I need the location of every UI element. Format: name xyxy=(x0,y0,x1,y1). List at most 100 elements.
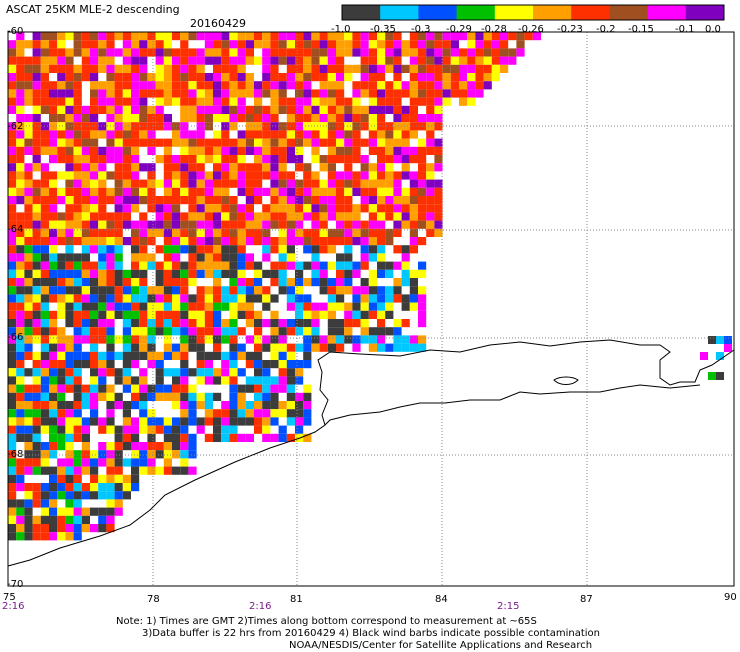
data-cell xyxy=(262,368,271,377)
data-cell xyxy=(40,294,49,303)
data-cell xyxy=(360,114,369,123)
data-cell xyxy=(122,138,131,147)
data-cell xyxy=(65,196,74,205)
data-cell xyxy=(65,245,74,254)
data-cell xyxy=(229,392,238,401)
data-cell xyxy=(73,351,82,360)
data-cell xyxy=(32,122,41,131)
data-cell xyxy=(40,278,49,287)
data-cell xyxy=(163,319,172,328)
data-cell xyxy=(172,220,181,229)
data-cell xyxy=(8,237,17,246)
data-cell xyxy=(286,286,295,295)
data-cell xyxy=(139,245,148,254)
data-cell xyxy=(196,237,205,246)
data-cell xyxy=(475,81,484,90)
data-cell xyxy=(716,336,724,344)
data-cell xyxy=(196,286,205,295)
data-cell xyxy=(295,327,304,336)
data-cell xyxy=(270,392,279,401)
data-cell xyxy=(131,220,140,229)
data-cell xyxy=(385,204,394,213)
data-cell xyxy=(81,327,90,336)
data-cell xyxy=(295,228,304,237)
data-cell xyxy=(254,138,263,147)
data-cell xyxy=(278,81,287,90)
data-cell xyxy=(114,483,123,492)
data-cell xyxy=(57,507,66,516)
data-cell xyxy=(90,466,99,475)
data-cell xyxy=(303,187,312,196)
data-cell xyxy=(245,319,254,328)
data-cell xyxy=(90,179,99,188)
data-cell xyxy=(57,409,66,418)
data-cell xyxy=(180,114,189,123)
data-cell xyxy=(295,343,304,352)
data-cell xyxy=(204,417,213,426)
data-cell xyxy=(73,401,82,410)
data-cell xyxy=(122,171,131,180)
data-cell xyxy=(254,187,263,196)
data-cell xyxy=(8,56,17,65)
data-cell xyxy=(65,499,74,508)
data-cell xyxy=(500,32,509,41)
data-cell xyxy=(16,483,25,492)
data-cell xyxy=(65,302,74,311)
data-cell xyxy=(73,376,82,385)
data-cell xyxy=(352,114,361,123)
data-cell xyxy=(131,360,140,369)
data-cell xyxy=(368,64,377,73)
data-cell xyxy=(262,302,271,311)
data-cell xyxy=(49,138,58,147)
data-cell xyxy=(40,89,49,98)
data-cell xyxy=(229,56,238,65)
data-cell xyxy=(106,97,115,106)
data-cell xyxy=(368,286,377,295)
data-cell xyxy=(40,269,49,278)
data-cell xyxy=(73,237,82,246)
data-cell xyxy=(434,122,443,131)
data-cell xyxy=(418,212,427,221)
data-cell xyxy=(229,269,238,278)
data-cell xyxy=(155,376,164,385)
data-cell xyxy=(188,245,197,254)
data-cell xyxy=(245,171,254,180)
data-cell xyxy=(65,48,74,57)
data-cell xyxy=(57,114,66,123)
data-cell xyxy=(57,40,66,49)
data-cell xyxy=(106,187,115,196)
data-cell xyxy=(180,237,189,246)
data-cell xyxy=(303,417,312,426)
data-cell xyxy=(90,81,99,90)
data-cell xyxy=(336,343,345,352)
data-cell xyxy=(426,122,435,131)
plot-frame xyxy=(7,31,735,587)
data-cell xyxy=(81,302,90,311)
data-cell xyxy=(65,524,74,533)
data-cell xyxy=(278,368,287,377)
data-cell xyxy=(426,163,435,172)
data-cell xyxy=(475,48,484,57)
data-cell xyxy=(278,376,287,385)
data-cell xyxy=(254,409,263,418)
data-cell xyxy=(131,335,140,344)
colorbar-swatch xyxy=(494,5,534,20)
data-cell xyxy=(336,302,345,311)
data-cell xyxy=(155,245,164,254)
data-cell xyxy=(393,56,402,65)
data-cell xyxy=(196,130,205,139)
data-cell xyxy=(221,335,230,344)
map-date: 20160429 xyxy=(190,17,246,30)
data-cell xyxy=(188,97,197,106)
data-cell xyxy=(278,327,287,336)
data-cell xyxy=(221,261,230,270)
data-cell xyxy=(336,228,345,237)
data-cell xyxy=(106,417,115,426)
data-cell xyxy=(98,89,107,98)
data-cell xyxy=(163,278,172,287)
data-cell xyxy=(262,114,271,123)
data-cell xyxy=(180,212,189,221)
data-cell xyxy=(24,368,33,377)
data-cell xyxy=(377,261,386,270)
data-cell xyxy=(368,114,377,123)
